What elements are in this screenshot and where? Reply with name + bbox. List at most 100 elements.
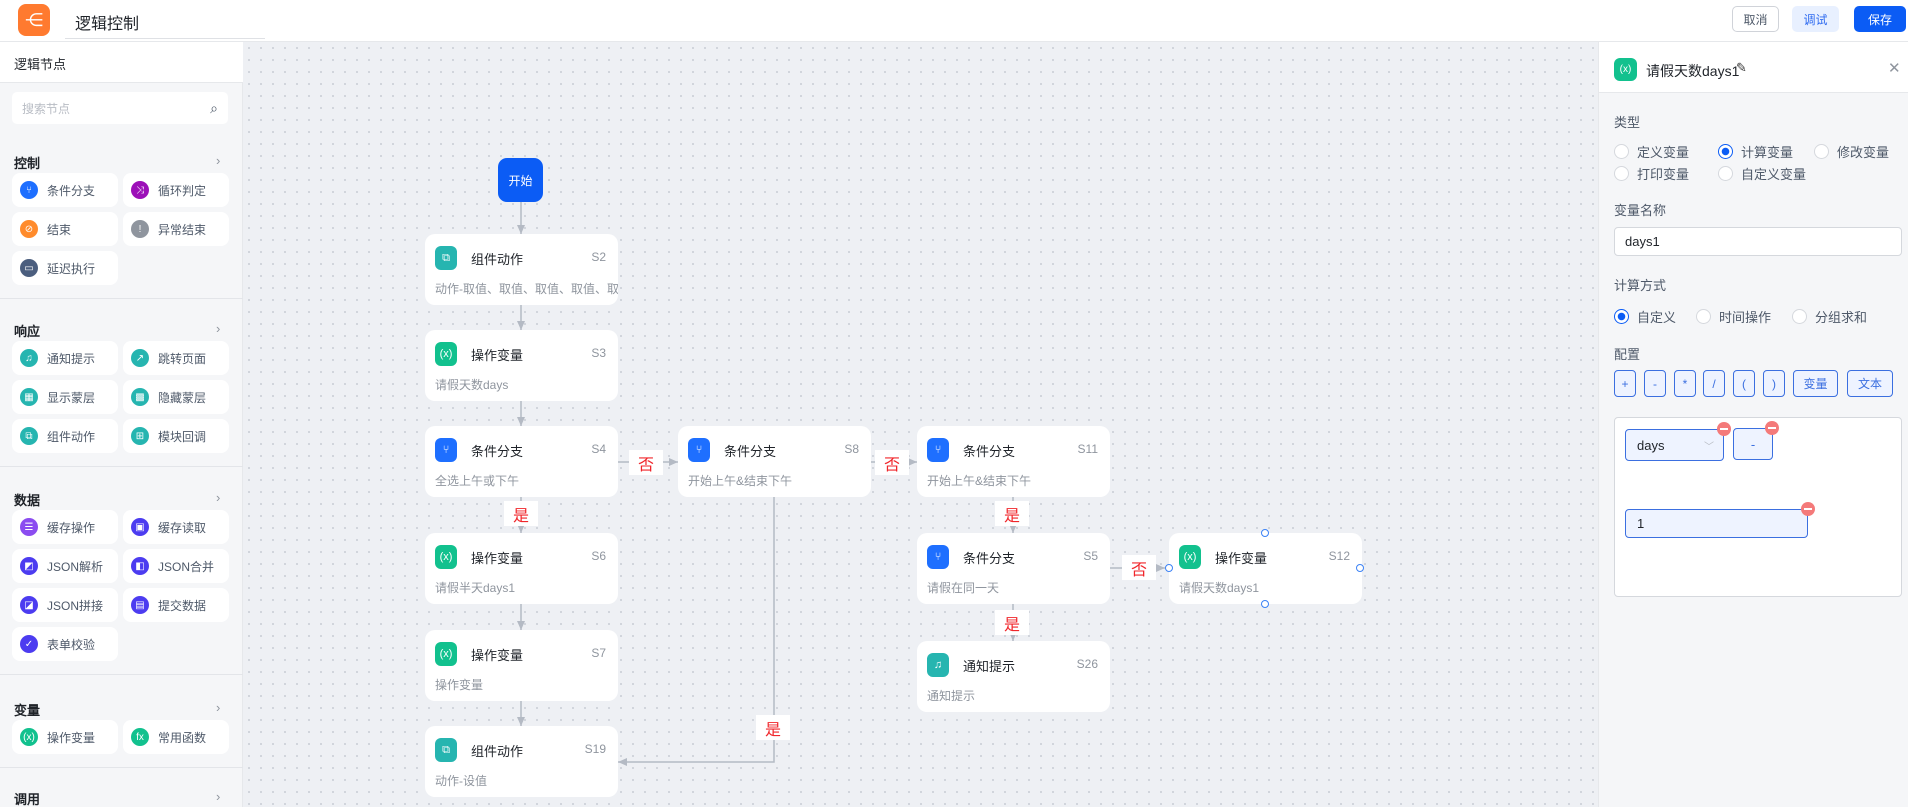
search-input[interactable]: 搜索节点 ⌕ [12,92,228,124]
variable-name-input[interactable]: days1 [1614,227,1902,256]
edge-label[interactable]: 否 [875,450,909,475]
section-title: 响应 [14,324,41,339]
end-icon: ⊘ [20,220,38,238]
edge-label[interactable]: 是 [756,715,790,740]
chevron-right-icon[interactable]: › [216,490,221,505]
save-button[interactable]: 保存 [1854,6,1906,32]
operator-button[interactable]: - [1644,370,1666,397]
section-divider [0,298,243,299]
palette-item[interactable]: ▦ 显示蒙层 [12,380,118,414]
json-join-icon: ◪ [20,596,38,614]
variable-icon: (x) [20,728,38,746]
chevron-right-icon[interactable]: › [216,700,221,715]
radio-unchecked-icon[interactable] [1614,166,1629,181]
palette-item[interactable]: ▩ 隐藏蒙层 [123,380,229,414]
operator-button[interactable]: 文本 [1847,370,1893,397]
radio-checked-icon[interactable] [1614,309,1629,324]
flow-share-icon: ⋲ [18,4,50,36]
palette-item[interactable]: ✓ 表单校验 [12,627,118,661]
expression-editor[interactable]: days ﹀ - 1 [1614,417,1902,597]
radio-option[interactable]: 自定义 [1614,307,1676,326]
radio-option[interactable]: 打印变量 [1614,164,1689,183]
radio-option[interactable]: 修改变量 [1814,142,1889,161]
palette-item-label: 结束 [47,222,72,237]
operator-button[interactable]: * [1674,370,1696,397]
cancel-button[interactable]: 取消 [1732,6,1779,32]
radio-unchecked-icon[interactable] [1792,309,1807,324]
operator-button[interactable]: ) [1763,370,1785,397]
radio-option[interactable]: 分组求和 [1792,307,1867,326]
node-id: S7 [591,646,606,660]
flow-node[interactable]: (x) 操作变量 S3 请假天数days [425,330,618,401]
operator-button[interactable]: 变量 [1793,370,1838,397]
radio-option[interactable]: 计算变量 [1718,142,1793,161]
palette-item[interactable]: ⊘ 结束 [12,212,118,246]
chevron-right-icon[interactable]: › [216,789,221,804]
connection-handle[interactable] [1261,600,1269,608]
connection-handle[interactable] [1356,564,1364,572]
palette-item[interactable]: ⧉ 组件动作 [12,419,118,453]
palette-item[interactable]: ☰ 缓存操作 [12,510,118,544]
edit-icon[interactable]: ✎ [1736,60,1747,75]
radio-option[interactable]: 自定义变量 [1718,164,1806,183]
flow-node[interactable]: ⧉ 组件动作 S19 动作-设值 [425,726,618,797]
radio-unchecked-icon[interactable] [1696,309,1711,324]
section-divider [0,767,243,768]
component-action-icon: ⧉ [435,738,457,762]
remove-token-icon[interactable] [1717,422,1731,436]
flow-node[interactable]: (x) 操作变量 S12 请假天数days1 [1169,533,1362,604]
palette-item[interactable]: ⑂ 条件分支 [12,173,118,207]
palette-item[interactable]: ◩ JSON解析 [12,549,118,583]
palette-item[interactable]: (x) 操作变量 [12,720,118,754]
radio-unchecked-icon[interactable] [1718,166,1733,181]
variable-select[interactable]: days ﹀ [1625,429,1724,461]
radio-unchecked-icon[interactable] [1814,144,1829,159]
palette-item[interactable]: ♫ 通知提示 [12,341,118,375]
edge-label[interactable]: 是 [995,610,1029,635]
start-node[interactable]: 开始 [498,158,543,202]
radio-option[interactable]: 定义变量 [1614,142,1689,161]
palette-item[interactable]: fx 常用函数 [123,720,229,754]
connection-handle[interactable] [1165,564,1173,572]
remove-token-icon[interactable] [1765,421,1779,435]
close-icon[interactable]: ✕ [1888,60,1901,77]
operator-button[interactable]: + [1614,370,1636,397]
text-token-input[interactable]: 1 [1625,509,1808,538]
search-icon[interactable]: ⌕ [210,99,218,116]
app-title[interactable]: 逻辑控制 [75,16,140,33]
palette-item[interactable]: ↗ 跳转页面 [123,341,229,375]
palette-item[interactable]: ◧ JSON合并 [123,549,229,583]
flow-node[interactable]: ♫ 通知提示 S26 通知提示 [917,641,1110,712]
palette-item[interactable]: ◪ JSON拼接 [12,588,118,622]
debug-button[interactable]: 调试 [1792,6,1839,32]
edge-label[interactable]: 是 [995,501,1029,526]
flow-node[interactable]: ⑂ 条件分支 S4 全选上午或下午 [425,426,618,497]
palette-item[interactable]: ▣ 缓存读取 [123,510,229,544]
flow-node[interactable]: (x) 操作变量 S6 请假半天days1 [425,533,618,604]
radio-checked-icon[interactable] [1718,144,1733,159]
palette-item[interactable]: ⤨ 循环判定 [123,173,229,207]
palette-item[interactable]: ▤ 提交数据 [123,588,229,622]
chevron-right-icon[interactable]: › [216,321,221,336]
connection-handle[interactable] [1261,529,1269,537]
operator-token[interactable]: - [1733,428,1773,460]
palette-item[interactable]: ⊞ 模块回调 [123,419,229,453]
flow-node[interactable]: ⑂ 条件分支 S8 开始上午&结束下午 [678,426,871,497]
palette-item[interactable]: ! 异常结束 [123,212,229,246]
edge-label[interactable]: 是 [504,501,538,526]
edge-label[interactable]: 否 [629,450,663,475]
module-callback-icon: ⊞ [131,427,149,445]
edge-label[interactable]: 否 [1122,555,1156,580]
flow-node[interactable]: ⧉ 组件动作 S2 动作-取值、取值、取值、取值、取 [425,234,618,305]
remove-token-icon[interactable] [1801,502,1815,516]
palette-item-label: 组件动作 [47,429,96,444]
palette-item[interactable]: ▭ 延迟执行 [12,251,118,285]
flow-node[interactable]: ⑂ 条件分支 S11 开始上午&结束下午 [917,426,1110,497]
operator-button[interactable]: / [1703,370,1725,397]
operator-button[interactable]: ( [1733,370,1755,397]
flow-node[interactable]: (x) 操作变量 S7 操作变量 [425,630,618,701]
flow-node[interactable]: ⑂ 条件分支 S5 请假在同一天 [917,533,1110,604]
radio-option[interactable]: 时间操作 [1696,307,1771,326]
radio-unchecked-icon[interactable] [1614,144,1629,159]
chevron-right-icon[interactable]: › [216,153,221,168]
